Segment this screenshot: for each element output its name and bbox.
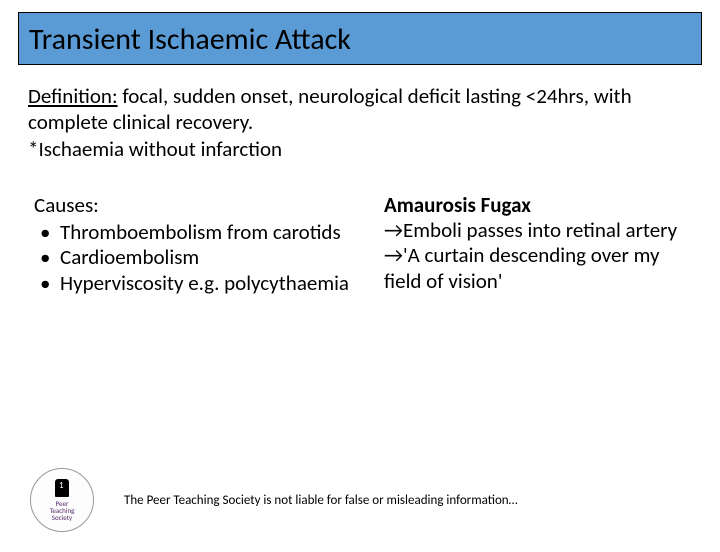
- causes-heading: Causes:: [34, 192, 354, 218]
- definition-text-2: *Ischaemia without infarction: [28, 136, 692, 162]
- title-bar: Transient Ischaemic Attack: [18, 12, 702, 65]
- content-columns: Causes: Thromboembolism from carotids Ca…: [34, 192, 692, 297]
- society-logo: Peer Teaching Society: [30, 468, 94, 532]
- definition-block: Definition: focal, sudden onset, neurolo…: [28, 83, 692, 162]
- footer: Peer Teaching Society The Peer Teaching …: [0, 468, 720, 532]
- causes-column: Causes: Thromboembolism from carotids Ca…: [34, 192, 354, 297]
- definition-text-1: focal, sudden onset, neurological defici…: [28, 83, 632, 135]
- logo-icon: [55, 479, 69, 497]
- definition-label: Definition:: [28, 83, 118, 109]
- slide-title: Transient Ischaemic Attack: [29, 21, 691, 58]
- amaurosis-line: →'A curtain descending over my field of …: [384, 243, 692, 294]
- list-item: Cardioembolism: [34, 245, 354, 271]
- amaurosis-line: →Emboli passes into retinal artery: [384, 218, 692, 244]
- list-item: Hyperviscosity e.g. polycythaemia: [34, 271, 354, 297]
- amaurosis-column: Amaurosis Fugax →Emboli passes into reti…: [384, 192, 692, 297]
- list-item: Thromboembolism from carotids: [34, 220, 354, 246]
- disclaimer-text: The Peer Teaching Society is not liable …: [124, 493, 518, 508]
- causes-list: Thromboembolism from carotids Cardioembo…: [34, 220, 354, 297]
- logo-text-3: Society: [52, 514, 72, 521]
- amaurosis-heading: Amaurosis Fugax: [384, 192, 692, 218]
